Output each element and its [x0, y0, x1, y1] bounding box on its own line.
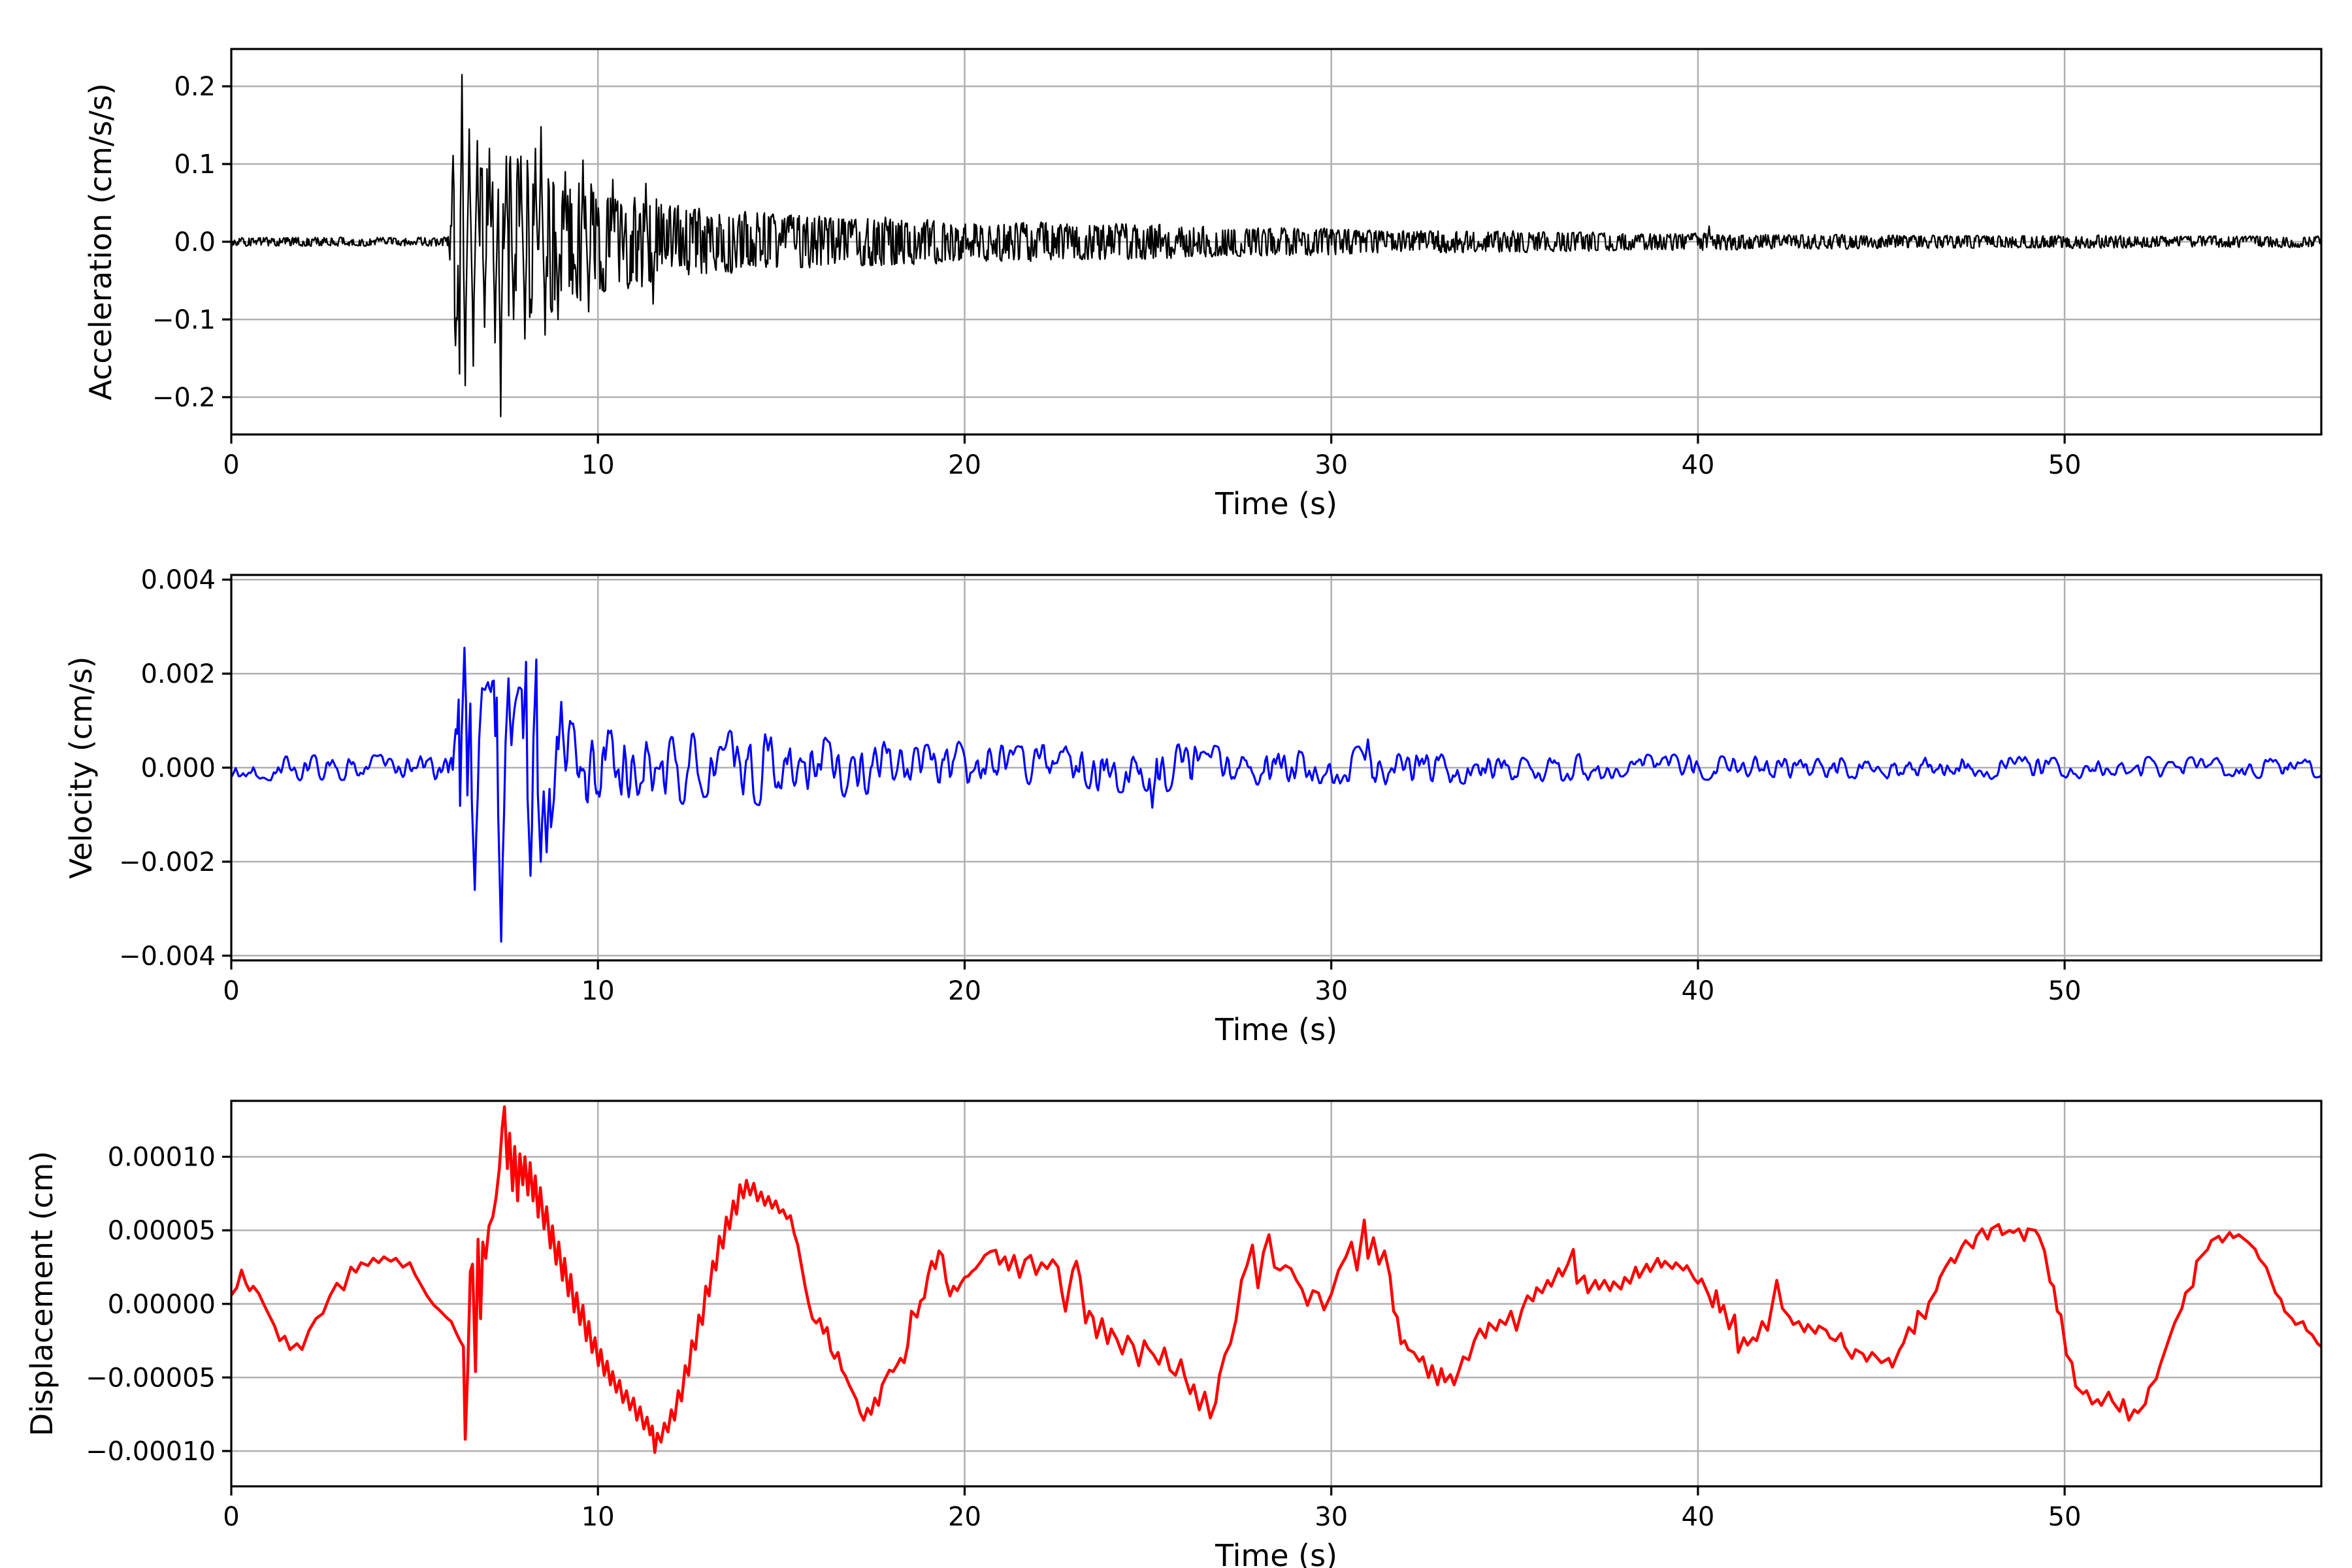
subplot-velocity: 0 10 20 30 40 50 0.004 0.002 0.000 −0.002 −0.004 Ti… [63, 565, 2323, 1047]
velocity-grid [230, 575, 2321, 960]
velocity-y-tick-label: −0.002 [119, 847, 216, 877]
velocity-x-tick-label: 20 [948, 976, 981, 1006]
velocity-y-tick-label: 0.004 [140, 565, 216, 595]
displacement-x-tick-label: 40 [1681, 1502, 1714, 1532]
subplot-acceleration: 0 10 20 30 40 50 0.2 0.1 0.0 −0.1 −0.2 Time (s) Acce… [83, 48, 2323, 521]
displacement-x-tick-label: 20 [948, 1502, 981, 1532]
acceleration-y-tick-label: −0.2 [152, 383, 216, 413]
acceleration-x-tick-label: 30 [1315, 450, 1348, 480]
displacement-grid [230, 1101, 2321, 1486]
displacement-y-tick-label: −0.00010 [86, 1437, 216, 1467]
acceleration-y-tick-label: 0.1 [174, 150, 216, 180]
velocity-x-tick-label: 30 [1315, 976, 1348, 1006]
acceleration-x-tick-label: 50 [2048, 450, 2082, 480]
acceleration-x-tick-label: 10 [581, 450, 615, 480]
acceleration-x-tick-label: 40 [1681, 450, 1714, 480]
acceleration-x-tick-label: 20 [948, 450, 981, 480]
velocity-x-tick-label: 50 [2048, 976, 2082, 1006]
acceleration-x-tick-label: 0 [223, 450, 239, 480]
velocity-y-tick-label: 0.002 [140, 659, 216, 689]
acceleration-y-tick-label: −0.1 [152, 305, 216, 335]
displacement-x-tick-label: 10 [581, 1502, 615, 1532]
acceleration-yaxis-label: Acceleration (cm/s/s) [83, 83, 118, 400]
velocity-x-tick-label: 10 [581, 976, 615, 1006]
displacement-x-tick-label: 50 [2048, 1502, 2082, 1532]
velocity-x-tick-label: 0 [223, 976, 239, 1006]
displacement-yaxis-label: Displacement (cm) [24, 1151, 59, 1437]
displacement-x-tick-label: 30 [1315, 1502, 1348, 1532]
displacement-y-tick-label: 0.00000 [108, 1290, 216, 1320]
acceleration-trace [231, 74, 2321, 417]
displacement-x-tick-label: 0 [223, 1502, 239, 1532]
acceleration-y-tick-label: 0.2 [174, 72, 216, 102]
acceleration-xaxis-label: Time (s) [1215, 486, 1337, 521]
subplot-displacement: 0 10 20 30 40 50 0.00010 0.00005 0.00000 −0.00005… [24, 1100, 2323, 1568]
displacement-trace [231, 1105, 2321, 1454]
displacement-y-tick-label: 0.00005 [108, 1216, 216, 1246]
velocity-y-tick-label: −0.004 [119, 941, 216, 972]
velocity-x-tick-label: 40 [1681, 976, 1714, 1006]
displacement-xaxis-label: Time (s) [1215, 1538, 1337, 1568]
acceleration-y-tick-label: 0.0 [174, 227, 216, 257]
velocity-xaxis-label: Time (s) [1215, 1012, 1337, 1047]
displacement-plot-border [230, 1100, 2323, 1488]
velocity-yaxis-label: Velocity (cm/s) [63, 657, 99, 879]
velocity-y-tick-label: 0.000 [140, 753, 216, 783]
displacement-y-tick-label: −0.00005 [86, 1363, 216, 1393]
velocity-trace [231, 646, 2321, 943]
displacement-y-tick-label: 0.00010 [108, 1143, 216, 1173]
